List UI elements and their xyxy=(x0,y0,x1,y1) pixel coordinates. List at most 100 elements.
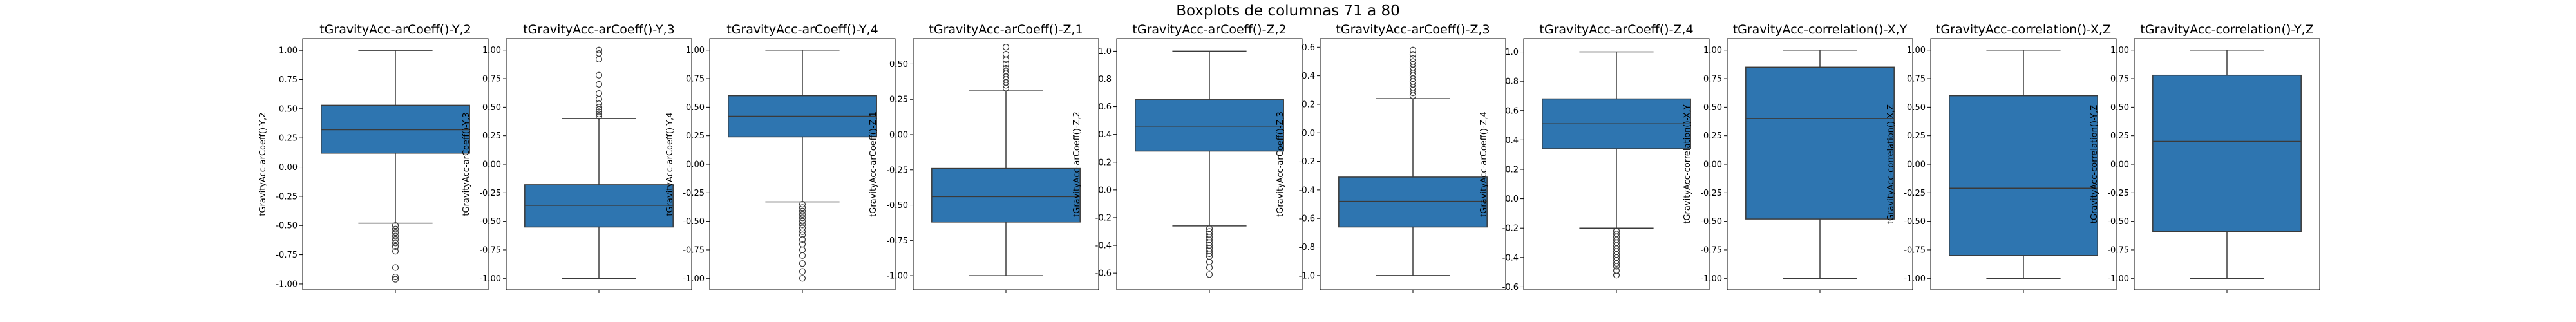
panel-8: tGravityAcc-correlation()-X,Y -1.00 -0.75 -… xyxy=(1683,23,1913,293)
iqr-box xyxy=(524,184,674,228)
y-tick-label: 0.4 xyxy=(1098,130,1112,140)
iqr-box xyxy=(1949,95,2098,256)
y-tick-label: -0.50 xyxy=(886,201,908,211)
y-tick-label: -1.00 xyxy=(2107,274,2129,284)
plot-frame xyxy=(1930,38,2117,290)
y-tick-label: 1.00 xyxy=(686,46,705,55)
iqr-box xyxy=(1745,66,1895,220)
panel-2: tGravityAcc-arCoeff()-Y,3 -1.00 -0.75 -0.50… xyxy=(462,23,692,293)
y-axis-label: tGravityAcc-arCoeff()-Z,2 xyxy=(1072,111,1082,217)
y-tick-label: -0.75 xyxy=(1904,245,1926,255)
y-tick-label: 0.50 xyxy=(279,104,298,114)
y-tick-label: 0.0 xyxy=(1098,185,1112,195)
y-tick-label: 0.00 xyxy=(686,160,705,170)
y-tick-label: -0.50 xyxy=(276,222,298,231)
iqr-box xyxy=(1135,99,1284,152)
y-tick-label: 0.75 xyxy=(1907,75,1926,84)
y-tick-label: 0.25 xyxy=(279,134,298,144)
y-tick-label: 0.0 xyxy=(1302,129,1315,138)
y-tick-label: 0.2 xyxy=(1098,158,1112,167)
y-tick-label: 0.2 xyxy=(1302,100,1315,109)
outlier-point xyxy=(799,252,806,259)
outlier-point xyxy=(595,108,603,115)
plot-frame xyxy=(2134,38,2320,290)
y-tick-label: 0.50 xyxy=(2110,103,2129,113)
outlier-point xyxy=(392,222,399,229)
outlier-point xyxy=(595,46,603,53)
outlier-point xyxy=(1613,260,1620,267)
y-tick-label: 1.00 xyxy=(2110,46,2129,55)
y-tick-label: 0.75 xyxy=(2110,75,2129,84)
outlier-point xyxy=(1409,58,1417,65)
y-tick-label: 0.8 xyxy=(1098,75,1112,84)
outlier-point xyxy=(799,204,806,211)
y-tick-label: -0.50 xyxy=(1904,217,1926,227)
y-tick-label: -0.50 xyxy=(683,217,705,227)
outlier-point xyxy=(799,236,806,243)
y-tick-label: -1.0 xyxy=(1299,271,1315,281)
y-tick-label: 0.25 xyxy=(482,131,501,141)
y-tick-label: 0.25 xyxy=(2110,131,2129,141)
outlier-point xyxy=(392,225,399,232)
outlier-point xyxy=(1206,271,1213,278)
outlier-point xyxy=(595,104,603,111)
panel-title: tGravityAcc-arCoeff()-Y,2 xyxy=(319,23,471,37)
plot-frame xyxy=(1523,38,1710,290)
plot-frame xyxy=(913,38,1099,290)
outlier-point xyxy=(1409,51,1417,58)
y-tick-label: -1.00 xyxy=(1700,274,1722,284)
y-axis-label: tGravityAcc-arCoeff()-Z,1 xyxy=(869,111,878,217)
outlier-point xyxy=(392,264,399,271)
y-tick-label: -0.6 xyxy=(1095,269,1112,279)
outlier-point xyxy=(799,225,806,232)
outlier-point xyxy=(392,229,399,236)
outlier-point xyxy=(595,71,603,79)
outlier-point xyxy=(1613,267,1620,274)
y-tick-label: 1.00 xyxy=(1703,46,1722,55)
plot-frame xyxy=(506,38,692,290)
panel-7: tGravityAcc-arCoeff()-Z,4 -0.6 -0.4 -0.2 0.0… xyxy=(1479,23,1710,293)
y-axis-label: tGravityAcc-arCoeff()-Y,3 xyxy=(462,112,471,216)
outlier-point xyxy=(799,200,806,208)
y-tick-label: 0.6 xyxy=(1302,43,1315,53)
y-tick-label: 1.00 xyxy=(1907,46,1926,55)
outlier-point xyxy=(1002,51,1010,58)
y-tick-label: 0.00 xyxy=(889,130,908,140)
plot-frame xyxy=(1116,38,1303,290)
y-tick-label: -0.75 xyxy=(2107,245,2129,255)
y-tick-label: 0.75 xyxy=(1703,75,1722,84)
y-tick-label: -0.50 xyxy=(2107,217,2129,227)
plot-frame xyxy=(1727,38,1913,290)
y-tick-label: -0.4 xyxy=(1299,185,1315,195)
y-axis-label: tGravityAcc-arCoeff()-Y,2 xyxy=(258,112,268,216)
outlier-point xyxy=(392,243,399,250)
y-tick-label: -0.50 xyxy=(479,217,501,227)
y-tick-label: 0.50 xyxy=(889,60,908,70)
y-tick-label: -0.25 xyxy=(886,166,908,175)
y-tick-label: -0.50 xyxy=(1700,217,1722,227)
outlier-point xyxy=(392,236,399,243)
outlier-point xyxy=(392,273,399,281)
y-tick-label: 0.00 xyxy=(2110,160,2129,170)
y-tick-label: -0.75 xyxy=(1700,245,1722,255)
y-tick-label: 0.75 xyxy=(686,75,705,84)
outlier-point xyxy=(392,232,399,240)
panel-4: tGravityAcc-arCoeff()-Z,1 -1.00 -0.75 -0.50… xyxy=(869,23,1099,293)
y-tick-label: -0.25 xyxy=(1904,189,1926,198)
outlier-point xyxy=(1206,264,1213,271)
y-axis-label: tGravityAcc-arCoeff()-Y,4 xyxy=(665,112,675,216)
y-tick-label: -0.6 xyxy=(1502,283,1519,292)
y-tick-label: -0.25 xyxy=(1700,189,1722,198)
outlier-point xyxy=(799,268,806,275)
plot-frame xyxy=(709,38,896,290)
y-tick-label: -1.00 xyxy=(683,274,705,284)
y-tick-label: 0.25 xyxy=(1907,131,1926,141)
outlier-point xyxy=(392,248,399,255)
y-tick-label: 1.00 xyxy=(482,46,501,55)
y-tick-label: -0.75 xyxy=(683,245,705,255)
y-tick-label: 0.0 xyxy=(1505,194,1519,204)
y-tick-label: 0.4 xyxy=(1505,136,1519,146)
panel-9: tGravityAcc-correlation()-X,Z -1.00 -0.75 -… xyxy=(1886,23,2117,293)
outlier-point xyxy=(1002,44,1010,51)
